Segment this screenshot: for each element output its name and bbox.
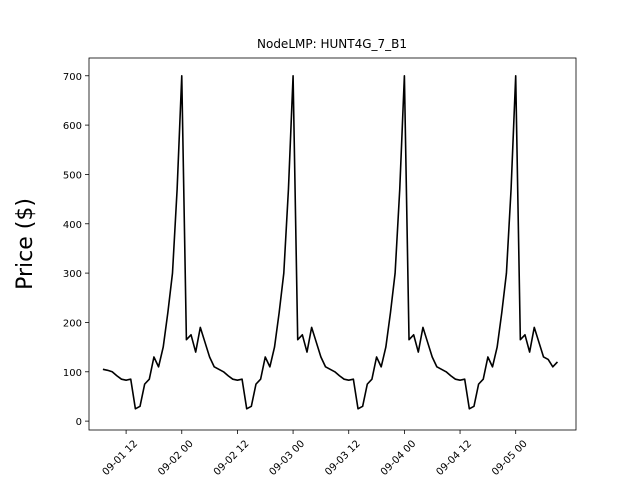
x-tick-label: 09-04 12 [434, 438, 474, 478]
y-axis-label: Price ($) [13, 198, 38, 290]
x-tick-label: 09-02 00 [156, 438, 196, 478]
y-tick-label: 200 [63, 318, 82, 329]
y-tick-label: 500 [63, 170, 82, 181]
x-tick-label: 09-01 12 [101, 438, 141, 478]
y-tick-label: 700 [63, 72, 82, 83]
y-tick-label: 600 [63, 121, 82, 132]
x-tick-label: 09-05 00 [490, 438, 530, 478]
x-tick-label: 09-03 00 [268, 438, 308, 478]
chart-title: NodeLMP: HUNT4G_7_B1 [257, 37, 407, 51]
y-tick-label: 0 [76, 417, 82, 428]
plot-frame [88, 57, 577, 431]
y-tick-label: 400 [63, 220, 82, 231]
price-line [102, 74, 559, 410]
y-tick-label: 100 [63, 368, 82, 379]
x-tick-label: 09-02 12 [212, 438, 252, 478]
x-tick-label: 09-04 00 [379, 438, 419, 478]
y-tick-label: 300 [63, 269, 82, 280]
x-tick-label: 09-03 12 [323, 438, 363, 478]
